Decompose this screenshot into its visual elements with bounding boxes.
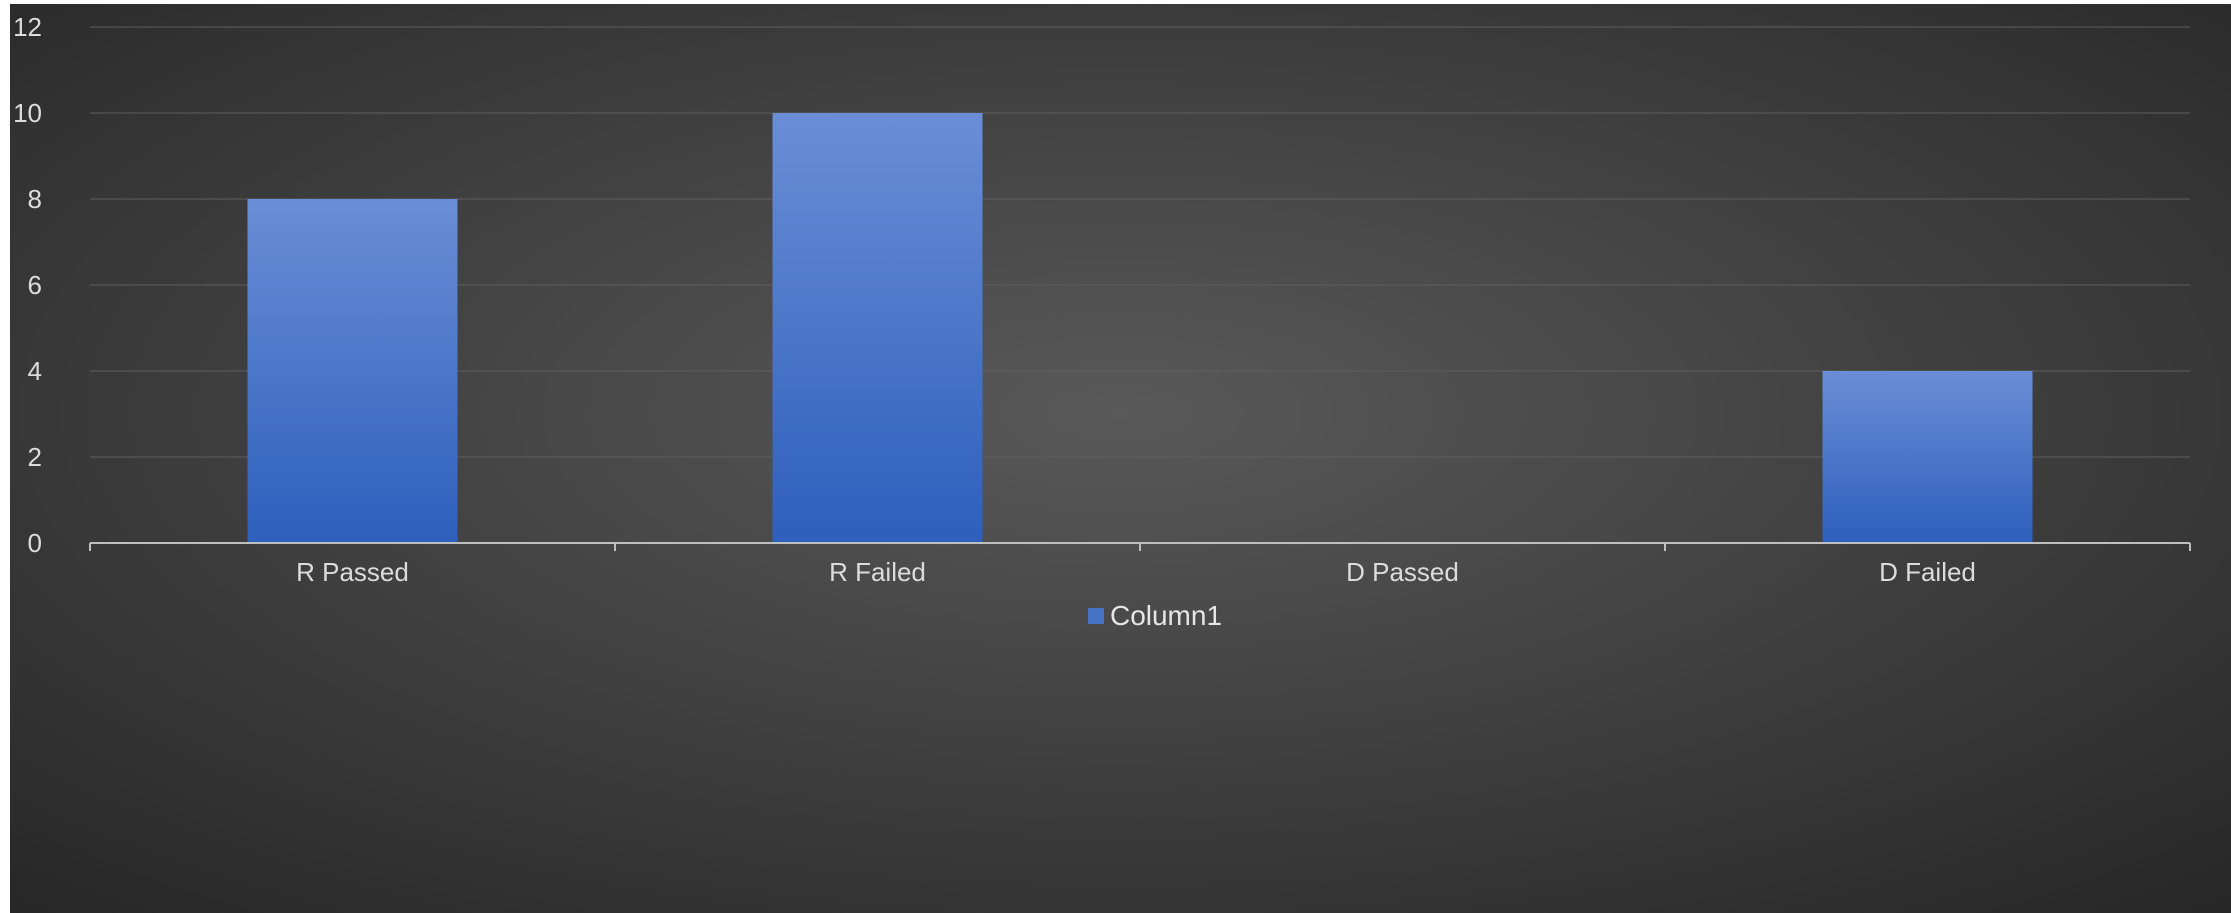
y-axis-ticks: 0 2 4 6 8 10 12 bbox=[13, 12, 42, 558]
y-tick-label: 12 bbox=[13, 12, 42, 42]
legend-swatch bbox=[1087, 608, 1104, 624]
chart-frame: 0 2 4 6 8 10 12 R Passed R Failed D Passed D Fail… bbox=[10, 4, 2231, 913]
bar-chart: 0 2 4 6 8 10 12 R Passed R Failed D Passed D Fail… bbox=[10, 4, 2231, 913]
x-tick-label: D Failed bbox=[1879, 557, 1976, 587]
bar bbox=[772, 113, 983, 543]
bar-series bbox=[247, 113, 2033, 543]
x-tick-label: R Failed bbox=[829, 557, 926, 587]
y-tick-label: 2 bbox=[28, 442, 42, 472]
y-tick-label: 10 bbox=[13, 98, 42, 128]
y-tick-label: 6 bbox=[28, 270, 42, 300]
x-tick-label: R Passed bbox=[296, 557, 409, 587]
bar bbox=[247, 199, 458, 543]
y-tick-label: 8 bbox=[28, 184, 42, 214]
y-tick-label: 0 bbox=[28, 528, 42, 558]
x-axis: R Passed R Failed D Passed D Failed bbox=[89, 542, 2191, 587]
legend-label: Column1 bbox=[1110, 600, 1222, 631]
x-tick-label: D Passed bbox=[1346, 557, 1459, 587]
y-tick-label: 4 bbox=[28, 356, 42, 386]
bar bbox=[1822, 371, 2033, 543]
legend: Column1 bbox=[1087, 600, 1222, 631]
